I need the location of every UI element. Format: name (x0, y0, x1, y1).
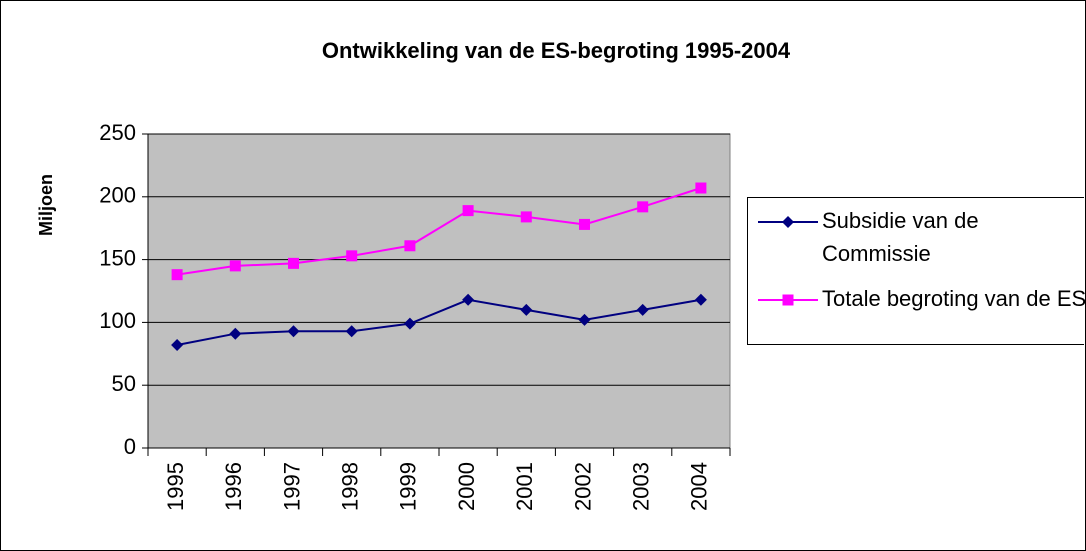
marker (404, 240, 416, 252)
marker (346, 250, 358, 262)
marker (520, 211, 532, 223)
marker (462, 205, 474, 217)
marker (229, 260, 241, 272)
x-tick-label: 1999 (396, 462, 421, 511)
y-tick-label: 250 (99, 120, 136, 145)
marker (637, 201, 649, 213)
x-tick-label: 2000 (454, 462, 479, 511)
legend-label: Subsidie van de Commissie (822, 208, 979, 266)
legend-entry: Totale begroting van de ES (748, 282, 1086, 352)
y-tick-label: 200 (99, 183, 136, 208)
marker (695, 182, 707, 194)
y-tick-label: 50 (112, 371, 136, 396)
x-tick-label: 2001 (512, 462, 537, 511)
y-tick-label: 150 (99, 245, 136, 270)
marker (579, 218, 590, 230)
marker (288, 257, 299, 269)
marker (403, 317, 416, 330)
x-tick-label: 2003 (629, 462, 654, 511)
legend-symbol (758, 294, 818, 306)
chart-title: Ontwikkeling van de ES-begroting 1995-20… (322, 38, 791, 63)
marker (229, 327, 242, 340)
marker (636, 303, 649, 316)
x-tick-label: 1996 (221, 462, 246, 511)
y-axis-label: Miljoen (36, 174, 56, 236)
plot-area (147, 133, 731, 449)
x-tick-label: 2004 (687, 462, 712, 511)
legend-entry: Subsidie van de Commissie (748, 204, 1085, 274)
marker (782, 294, 794, 306)
marker (345, 325, 358, 338)
x-tick-label: 1998 (338, 462, 363, 511)
x-tick-label: 1997 (279, 462, 304, 511)
x-tick-label: 2002 (570, 462, 595, 511)
legend-label: Totale begroting van de ES (822, 286, 1086, 311)
marker (171, 339, 184, 352)
legend: Subsidie van de Commissie Totale begrotin… (747, 197, 1086, 345)
series-line (176, 298, 702, 346)
y-tick-label: 100 (99, 308, 136, 333)
marker (782, 216, 794, 228)
marker (462, 293, 475, 306)
marker (171, 269, 183, 281)
marker (287, 325, 300, 338)
legend-symbol (758, 216, 818, 228)
marker (694, 293, 707, 306)
marker (578, 313, 591, 326)
series-line (176, 187, 702, 276)
marker (520, 303, 533, 316)
y-tick-label: 0 (124, 434, 136, 459)
x-tick-label: 1995 (163, 462, 188, 511)
